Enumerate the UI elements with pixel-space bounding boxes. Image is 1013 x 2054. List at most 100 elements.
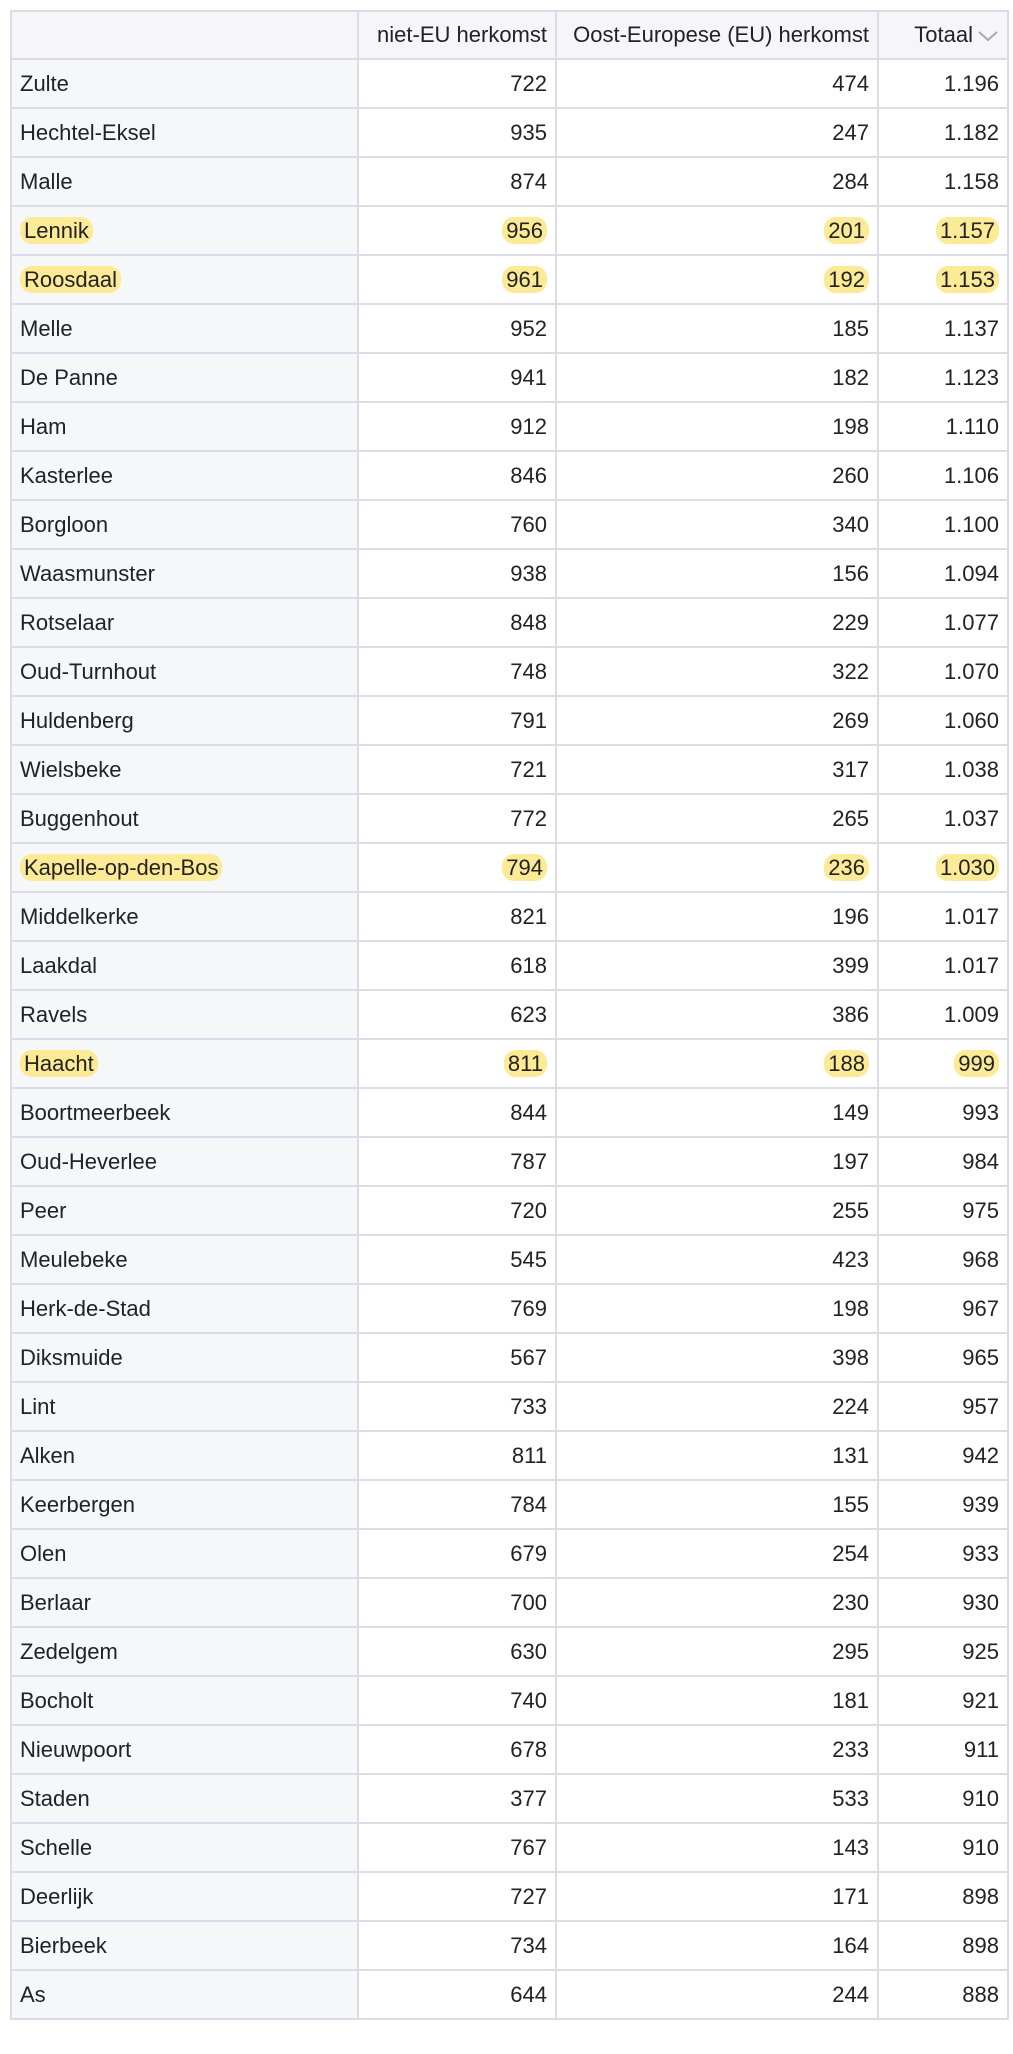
table-row: Hechtel-Eksel 935 247 1.182 — [10, 107, 1009, 158]
number-cell: 644 — [357, 1969, 557, 2020]
number-cell: 284 — [555, 156, 879, 207]
municipality: Malle — [20, 168, 73, 194]
table-row: Diksmuide 567 398 965 — [10, 1332, 1009, 1383]
number-cell: 197 — [555, 1136, 879, 1187]
value: 965 — [962, 1344, 999, 1370]
name-cell: Huldenberg — [10, 695, 359, 746]
value: 1.070 — [943, 658, 999, 684]
number-cell: 767 — [357, 1822, 557, 1873]
value: 260 — [832, 462, 869, 488]
table-row: Alken 811 131 942 — [10, 1430, 1009, 1481]
number-cell: 784 — [357, 1479, 557, 1530]
column-header[interactable]: Totaal — [877, 10, 1009, 60]
value: 941 — [510, 364, 547, 390]
number-cell: 961 — [357, 254, 557, 305]
name-cell: Zulte — [10, 58, 359, 109]
number-cell: 811 — [357, 1038, 557, 1089]
number-cell: 720 — [357, 1185, 557, 1236]
value: 935 — [510, 119, 547, 145]
number-cell: 182 — [555, 352, 879, 403]
value: 198 — [832, 1295, 869, 1321]
value: 811 — [503, 1049, 547, 1077]
name-cell: Deerlijk — [10, 1871, 359, 1922]
header-row: niet-EU herkomst Oost-Europese (EU) herko… — [10, 10, 1009, 60]
value: 198 — [832, 413, 869, 439]
value: 149 — [832, 1099, 869, 1125]
number-cell: 874 — [357, 156, 557, 207]
number-cell: 821 — [357, 891, 557, 942]
number-cell: 846 — [357, 450, 557, 501]
municipality: Hechtel-Eksel — [20, 119, 156, 145]
number-cell: 956 — [357, 205, 557, 256]
value: 224 — [832, 1393, 869, 1419]
number-cell: 942 — [877, 1430, 1009, 1481]
value: 794 — [502, 853, 547, 881]
number-cell: 155 — [555, 1479, 879, 1530]
municipality: Buggenhout — [20, 805, 139, 831]
number-cell: 156 — [555, 548, 879, 599]
number-cell: 678 — [357, 1724, 557, 1775]
sort-icon[interactable] — [977, 29, 999, 43]
value: 1.017 — [943, 903, 999, 929]
table-row: Zedelgem 630 295 925 — [10, 1626, 1009, 1677]
value: 727 — [510, 1883, 547, 1909]
value: 143 — [832, 1834, 869, 1860]
table-row: Nieuwpoort 678 233 911 — [10, 1724, 1009, 1775]
number-cell: 769 — [357, 1283, 557, 1334]
value: 188 — [824, 1049, 869, 1077]
number-cell: 1.030 — [877, 842, 1009, 893]
municipality: Diksmuide — [20, 1344, 123, 1370]
municipality: Zedelgem — [20, 1638, 118, 1664]
name-cell: Meulebeke — [10, 1234, 359, 1285]
name-cell: Schelle — [10, 1822, 359, 1873]
value: 961 — [502, 265, 547, 293]
number-cell: 1.153 — [877, 254, 1009, 305]
value: 265 — [832, 805, 869, 831]
table-row: Bierbeek 734 164 898 — [10, 1920, 1009, 1971]
value: 888 — [962, 1981, 999, 2007]
name-cell: Berlaar — [10, 1577, 359, 1628]
number-cell: 474 — [555, 58, 879, 109]
value: 1.196 — [943, 70, 999, 96]
value: 700 — [510, 1589, 547, 1615]
name-cell: Zedelgem — [10, 1626, 359, 1677]
header-text: Totaal — [914, 22, 973, 47]
value: 721 — [510, 756, 547, 782]
name-cell: Wielsbeke — [10, 744, 359, 795]
value: 1.077 — [943, 609, 999, 635]
number-cell: 630 — [357, 1626, 557, 1677]
municipality: Haacht — [20, 1049, 98, 1077]
column-header[interactable]: niet-EU herkomst — [357, 10, 557, 60]
number-cell: 721 — [357, 744, 557, 795]
value: 984 — [962, 1148, 999, 1174]
table-row: Kapelle-op-den-Bos 794 236 1.030 — [10, 842, 1009, 893]
value: 1.030 — [935, 853, 999, 881]
column-header[interactable]: Oost-Europese (EU) herkomst — [555, 10, 879, 60]
name-cell: Buggenhout — [10, 793, 359, 844]
value: 968 — [962, 1246, 999, 1272]
municipality: Lint — [20, 1393, 56, 1419]
table-row: Kasterlee 846 260 1.106 — [10, 450, 1009, 501]
value: 678 — [510, 1736, 547, 1762]
table-row: Lint 733 224 957 — [10, 1381, 1009, 1432]
value: 1.182 — [943, 119, 999, 145]
value: 791 — [510, 707, 547, 733]
number-cell: 198 — [555, 1283, 879, 1334]
data-table: niet-EU herkomst Oost-Europese (EU) herko… — [10, 10, 1009, 2020]
value: 377 — [510, 1785, 547, 1811]
value: 898 — [962, 1883, 999, 1909]
value: 269 — [832, 707, 869, 733]
number-cell: 910 — [877, 1822, 1009, 1873]
municipality: Oud-Turnhout — [20, 658, 157, 684]
value: 233 — [832, 1736, 869, 1762]
municipality: Keerbergen — [20, 1491, 135, 1517]
table-row: Deerlijk 727 171 898 — [10, 1871, 1009, 1922]
number-cell: 772 — [357, 793, 557, 844]
table-row: Huldenberg 791 269 1.060 — [10, 695, 1009, 746]
municipality: Boortmeerbeek — [20, 1099, 171, 1125]
value: 230 — [832, 1589, 869, 1615]
number-cell: 912 — [357, 401, 557, 452]
number-cell: 1.110 — [877, 401, 1009, 452]
value: 1.094 — [943, 560, 999, 586]
name-cell: Diksmuide — [10, 1332, 359, 1383]
